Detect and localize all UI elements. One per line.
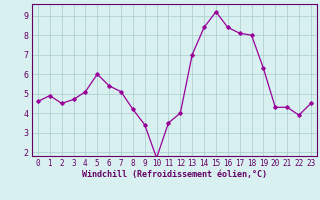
X-axis label: Windchill (Refroidissement éolien,°C): Windchill (Refroidissement éolien,°C) [82, 170, 267, 179]
